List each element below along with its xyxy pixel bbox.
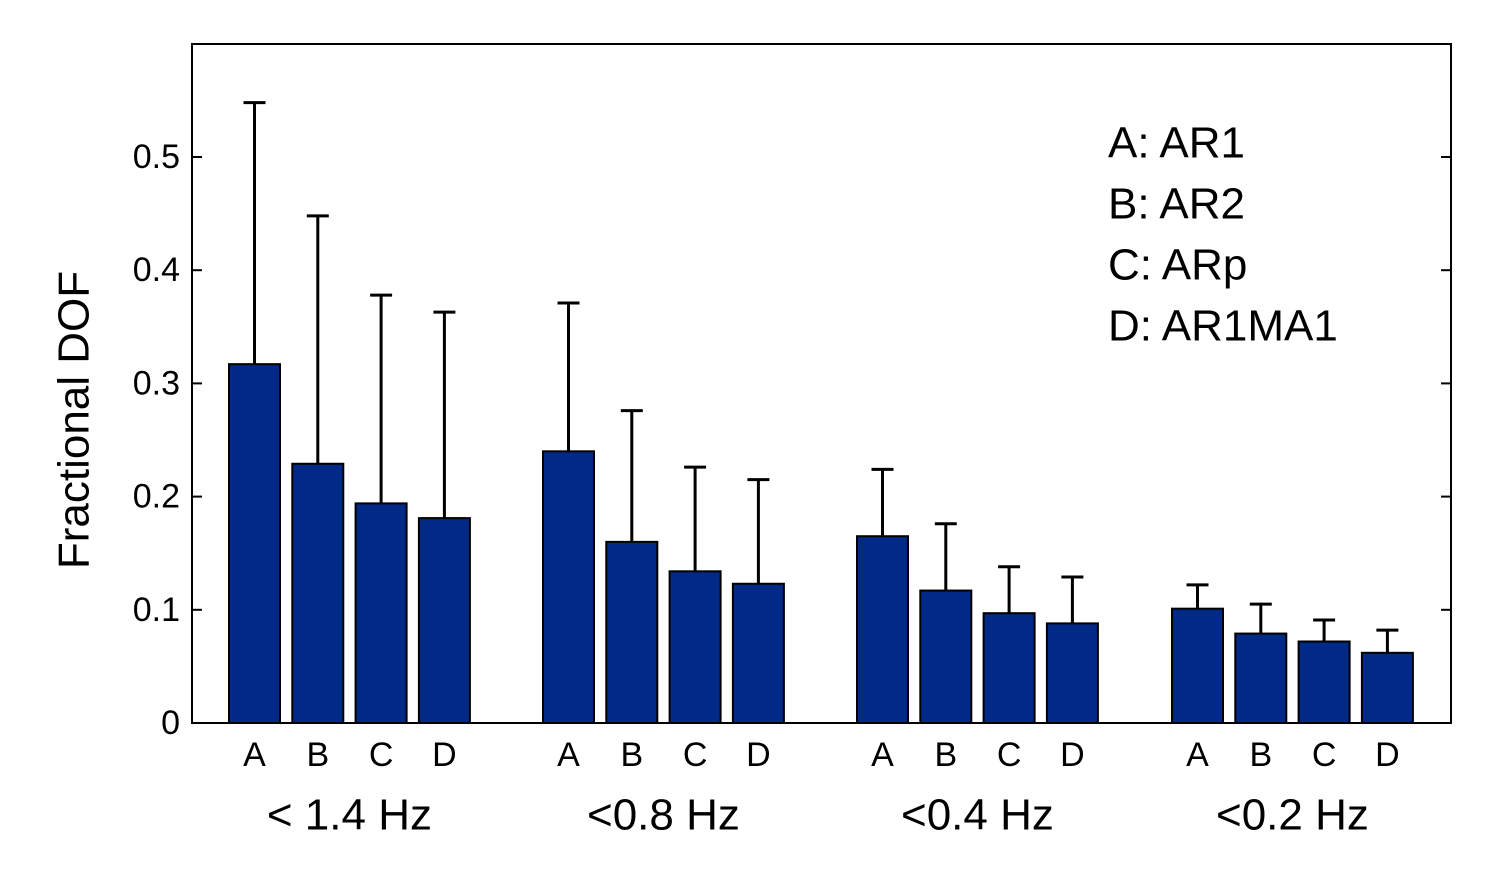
bar (919, 589, 973, 725)
error-bars (243, 101, 1399, 653)
legend-entry: D: AR1MA1 (1108, 302, 1338, 351)
y-tick-label: 0.5 (133, 138, 180, 176)
legend-entry: A: AR1 (1108, 119, 1245, 168)
y-ticks: 0 0.1 0.2 0.3 0.4 0.5 (133, 138, 1451, 742)
category-label: D (1375, 736, 1400, 774)
category-label: B (306, 736, 329, 774)
bar (668, 570, 722, 725)
bar (1171, 607, 1224, 725)
category-label: D (432, 736, 457, 774)
bar (1045, 622, 1099, 724)
bar (542, 450, 595, 724)
bar (856, 535, 909, 724)
group-label: <0.4 Hz (901, 791, 1054, 840)
legend-entry: B: AR2 (1108, 180, 1245, 229)
bar (605, 540, 659, 724)
y-tick-label: 0.4 (133, 251, 180, 289)
category-label: A (871, 736, 894, 774)
category-label: A (243, 736, 266, 774)
category-label: B (934, 736, 957, 774)
bars (228, 363, 1414, 725)
bar (982, 612, 1036, 724)
category-label: D (1060, 736, 1085, 774)
bar (354, 502, 408, 724)
y-tick-label: 0 (161, 704, 180, 742)
bar (228, 363, 281, 724)
bar (417, 517, 471, 724)
bar (1360, 651, 1414, 724)
y-axis-title: Fractional DOF (50, 271, 99, 569)
category-label: C (683, 736, 708, 774)
category-label: B (620, 736, 643, 774)
legend: A: AR1 B: AR2 C: ARp D: AR1MA1 (1108, 119, 1338, 351)
category-label: C (369, 736, 394, 774)
bar (1234, 632, 1288, 725)
bar (731, 582, 785, 724)
category-label: D (746, 736, 771, 774)
group-label: <0.8 Hz (587, 791, 740, 840)
category-label: C (997, 736, 1022, 774)
bar (1297, 640, 1351, 724)
y-tick-label: 0.1 (133, 591, 180, 629)
category-label: C (1312, 736, 1337, 774)
y-tick-label: 0.2 (133, 478, 180, 516)
y-tick-label: 0.3 (133, 364, 180, 402)
category-label: A (557, 736, 580, 774)
group-label: < 1.4 Hz (267, 791, 432, 840)
group-label: <0.2 Hz (1216, 791, 1369, 840)
group-labels: < 1.4 Hz <0.8 Hz <0.4 Hz <0.2 Hz (267, 791, 1369, 840)
bar (291, 462, 345, 724)
legend-entry: C: ARp (1108, 241, 1247, 290)
category-label: A (1186, 736, 1209, 774)
category-label: B (1249, 736, 1272, 774)
